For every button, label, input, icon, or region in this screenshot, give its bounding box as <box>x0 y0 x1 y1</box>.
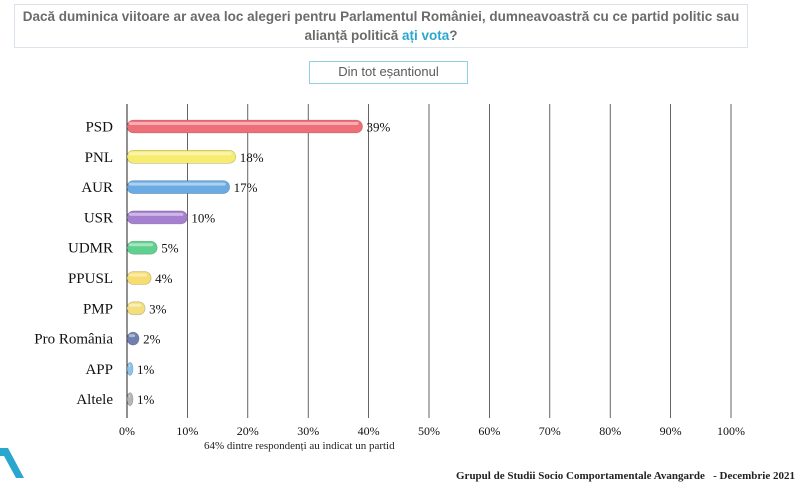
category-label: PMP <box>83 301 113 317</box>
footer-separator: - <box>713 470 717 482</box>
bar-ppusl <box>126 271 152 285</box>
bar-highlight <box>129 364 130 368</box>
x-tick-label: 70% <box>539 424 561 438</box>
data-label: 2% <box>143 332 161 347</box>
bar-highlight <box>129 303 142 307</box>
data-label: 17% <box>234 180 258 195</box>
category-label: Pro România <box>34 332 113 348</box>
category-label: UDMR <box>68 241 113 257</box>
bar-highlight <box>129 122 359 125</box>
respondents-note: 64% dintre respondenți au indicat un par… <box>204 440 395 452</box>
footer: Grupul de Studii Socio Comportamentale A… <box>456 470 795 482</box>
bar-pro-românia <box>126 331 140 346</box>
bar-psd <box>126 119 363 134</box>
category-label: APP <box>85 362 113 378</box>
x-tick-label: 20% <box>237 424 259 438</box>
category-label: USR <box>84 210 113 226</box>
category-label: AUR <box>81 180 113 196</box>
bar-highlight <box>129 243 154 247</box>
bar-udmr <box>126 240 158 255</box>
category-label: Altele <box>76 392 113 408</box>
sample-subset-label: Din tot eșantionul <box>309 61 468 84</box>
data-label: 39% <box>367 120 391 135</box>
bar-highlight <box>129 394 130 398</box>
bar-highlight <box>129 334 136 338</box>
bar-app <box>126 362 134 376</box>
bar-highlight <box>129 273 148 277</box>
bar-pmp <box>126 301 146 316</box>
bar-aur <box>126 180 230 194</box>
x-tick-label: 10% <box>176 424 198 438</box>
title-line-2-suffix: ? <box>449 28 458 43</box>
data-label: 10% <box>191 210 215 225</box>
title-line-2-prefix: alianță politică <box>304 28 402 43</box>
data-label: 18% <box>240 150 264 165</box>
bar-highlight <box>129 182 226 186</box>
x-tick-label: 90% <box>660 424 682 438</box>
bar-pnl <box>126 150 237 164</box>
bar-highlight <box>129 212 184 216</box>
title-highlight: ați vota <box>402 28 450 43</box>
bar-altele <box>126 392 134 407</box>
category-label: PPUSL <box>68 271 113 287</box>
x-tick-label: 60% <box>478 424 500 438</box>
bar-highlight <box>129 152 232 156</box>
data-label: 4% <box>155 271 173 286</box>
data-label: 1% <box>137 362 155 377</box>
x-tick-label: 50% <box>418 424 440 438</box>
title-line-1: Dacă duminica viitoare ar avea loc alege… <box>22 9 740 24</box>
title-line-2: alianță politică ați vota? <box>15 26 747 45</box>
data-label: 1% <box>137 392 155 407</box>
footer-org: Grupul de Studii Socio Comportamentale A… <box>456 470 705 482</box>
x-tick-label: 100% <box>717 424 745 438</box>
avangarde-logo-icon <box>0 448 24 478</box>
bar-usr <box>126 210 188 225</box>
data-label: 3% <box>149 301 167 316</box>
chart-title: Dacă duminica viitoare ar avea loc alege… <box>14 4 748 48</box>
footer-date: Decembrie 2021 <box>719 470 795 482</box>
x-tick-label: 0% <box>119 424 135 438</box>
category-label: PNL <box>85 150 113 166</box>
data-label: 5% <box>161 241 179 256</box>
category-label: PSD <box>85 120 113 136</box>
x-tick-label: 40% <box>358 424 380 438</box>
x-tick-label: 80% <box>599 424 621 438</box>
x-tick-label: 30% <box>297 424 319 438</box>
